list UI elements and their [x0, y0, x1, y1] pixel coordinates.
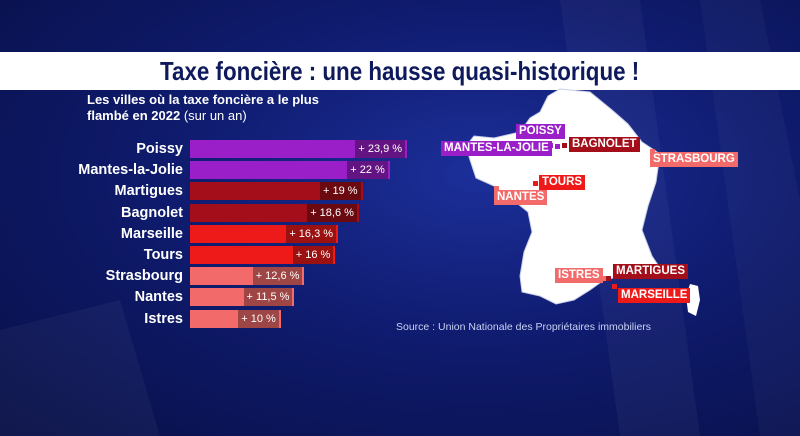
bar-row: Martigues + 19 %: [0, 181, 800, 202]
bar-row: Bagnolet + 18,6 %: [0, 203, 800, 224]
bar: [190, 309, 281, 328]
city-label: STRASBOURG: [650, 152, 738, 167]
bar-value-label: + 22 %: [347, 161, 388, 180]
city-marker: [494, 186, 499, 191]
subtitle-line-1: Les villes où la taxe foncière a le plus: [87, 92, 319, 107]
bar-row: Mantes-la-Jolie + 22 %: [0, 160, 800, 181]
subtitle-period: flambé en 2022: [87, 108, 181, 123]
bar-value-label: + 11,5 %: [243, 288, 293, 307]
bar-value-label: + 18,6 %: [307, 203, 357, 222]
bar-row: Poissy + 23,9 %: [0, 139, 800, 160]
bar-category-label: Marseille: [120, 225, 183, 242]
bar: [190, 203, 359, 222]
city-marker: [606, 276, 611, 281]
bar-value-label: + 16,3 %: [286, 224, 337, 243]
bar-category-label: Mantes-la-Jolie: [78, 162, 183, 179]
bar-category-label: Poissy: [136, 141, 183, 157]
bar-row: Marseille + 16,3 %: [0, 224, 800, 245]
bar-value-label: + 23,9 %: [355, 140, 406, 158]
bar: [190, 140, 408, 158]
bar-value-label: + 12,6 %: [252, 267, 303, 286]
bar-category-label: Tours: [143, 247, 183, 263]
city-marker: [533, 181, 538, 186]
city-marker: [562, 143, 567, 148]
bar-row: Strasbourg + 12,6 %: [0, 266, 800, 287]
city-label: TOURS: [539, 175, 586, 190]
title-banner: Taxe foncière : une hausse quasi-histori…: [0, 52, 800, 90]
city-marker: [650, 149, 655, 154]
city-label: POISSY: [516, 124, 565, 139]
bar-row: Nantes + 11,5 %: [0, 287, 800, 308]
subtitle-line-2: flambé en 2022 (sur un an): [87, 108, 387, 124]
city-label: BAGNOLET: [569, 137, 640, 152]
subtitle-note: (sur un an): [180, 108, 247, 123]
bar-category-label: Martigues: [114, 183, 184, 200]
bar-category-label: Nantes: [134, 289, 183, 306]
city-label: MARTIGUES: [613, 264, 688, 279]
bar: [190, 161, 390, 180]
bar: [190, 182, 363, 201]
bar-category-label: Istres: [144, 310, 183, 327]
bar-row: Istres + 10 %: [0, 309, 800, 330]
bar-row: Tours + 16 %: [0, 245, 800, 266]
city-label: MANTES-LA-JOLIE: [441, 141, 552, 156]
bar: [190, 267, 305, 286]
city-label: ISTRES: [555, 268, 603, 283]
city-marker: [603, 276, 608, 281]
bar: [190, 288, 295, 307]
city-label: NANTES: [494, 190, 548, 205]
bar-value-label: + 19 %: [320, 182, 361, 201]
bar-value-label: + 10 %: [238, 309, 279, 328]
city-marker: [555, 144, 560, 149]
city-marker: [612, 284, 617, 289]
source-credit: Source : Union Nationale des Propriétair…: [396, 321, 652, 333]
bar: [190, 224, 339, 243]
page-title: Taxe foncière : une hausse quasi-histori…: [160, 55, 640, 86]
bar-value-label: + 16 %: [292, 246, 334, 264]
bar-category-label: Bagnolet: [120, 204, 183, 221]
city-label: MARSEILLE: [618, 288, 691, 303]
bar-category-label: Strasbourg: [105, 268, 183, 285]
chart-subtitle: Les villes où la taxe foncière a le plus…: [87, 92, 387, 124]
bar: [190, 246, 336, 264]
